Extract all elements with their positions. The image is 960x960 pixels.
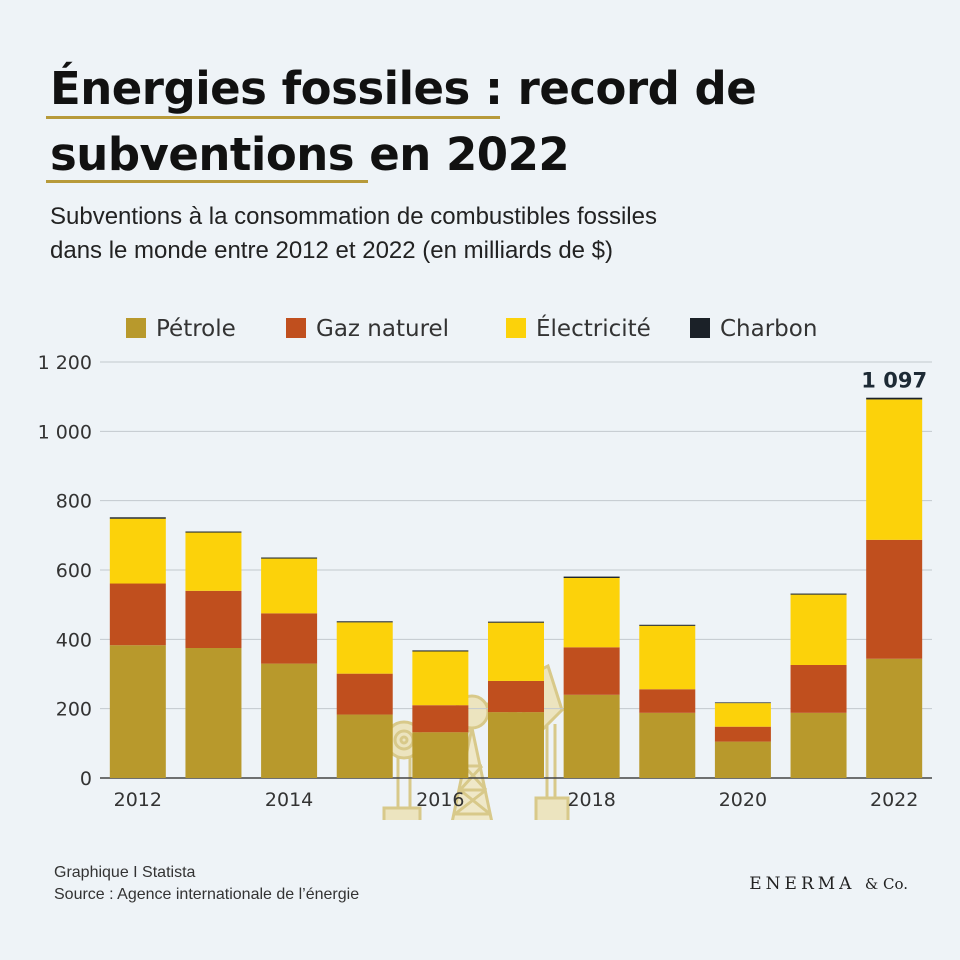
title-highlight-1: Énergies fossiles <box>50 62 470 115</box>
legend-label-petrole: Pétrole <box>156 316 236 342</box>
x-tick-label: 2018 <box>567 789 615 811</box>
footer-source-text: Source : Agence internationale de l’éner… <box>54 886 360 903</box>
bar-petrole-2020 <box>714 741 771 778</box>
y-tick-label: 800 <box>56 491 92 513</box>
legend-swatch-charbon <box>690 318 710 338</box>
bar-charbon-2022 <box>866 397 923 400</box>
x-tick-label: 2016 <box>416 789 464 811</box>
chart-title: Énergies fossiles : record de subvention… <box>50 56 910 188</box>
bar-petrole-2018 <box>563 694 620 778</box>
bar-gaz-2018 <box>563 647 620 695</box>
title-underline-1 <box>46 116 500 119</box>
legend-label-charbon: Charbon <box>720 316 817 342</box>
bar-gaz-2021 <box>790 664 847 713</box>
bar-gaz-2020 <box>714 726 771 742</box>
title-text-2: : record de <box>469 62 757 115</box>
legend-label-electricite: Électricité <box>536 314 651 342</box>
bar-electricite-2015 <box>336 622 393 674</box>
y-tick-label: 400 <box>56 629 92 651</box>
y-axis-ticks: 0 200 400 600 800 1 000 1 200 <box>38 352 92 790</box>
y-tick-label: 1 200 <box>38 352 92 374</box>
title-text-4: en 2022 <box>354 128 570 181</box>
bar-gaz-2014 <box>261 613 318 664</box>
bar-gaz-2019 <box>639 689 696 713</box>
subtitle-line-1: Subventions à la consommation de combust… <box>50 203 657 230</box>
x-tick-label: 2014 <box>265 789 313 811</box>
bar-gaz-2015 <box>336 673 393 715</box>
title-underline-2 <box>46 180 368 183</box>
oil-pumpjack-icon <box>382 663 570 820</box>
bar-petrole-2016 <box>412 732 469 778</box>
total-label-2022: 1 097 <box>861 369 927 393</box>
bar-charbon-2013 <box>185 531 242 533</box>
bar-electricite-2021 <box>790 594 847 665</box>
bar-electricite-2014 <box>261 558 318 614</box>
y-tick-label: 200 <box>56 699 92 721</box>
bar-charbon-2021 <box>790 593 847 595</box>
bar-electricite-2016 <box>412 651 469 706</box>
bar-gaz-2013 <box>185 590 242 648</box>
y-tick-label: 0 <box>80 768 92 790</box>
x-tick-label: 2012 <box>114 789 162 811</box>
bar-charbon-2012 <box>109 517 166 519</box>
subtitle-line-2: dans le monde entre 2012 et 2022 (en mil… <box>50 237 614 264</box>
brand-name: ENERMA <box>749 874 856 894</box>
annotations: 1 097 <box>861 369 927 393</box>
bar-petrole-2014 <box>261 663 318 778</box>
brand-logo: ENERMA & Co. <box>749 874 908 894</box>
bar-petrole-2013 <box>185 648 242 778</box>
bar-gaz-2016 <box>412 705 469 733</box>
bar-charbon-2020 <box>714 702 771 704</box>
stacked-bar-chart: Pétrole Gaz naturel Électricité Charbon 0 20… <box>38 314 932 820</box>
bar-charbon-2014 <box>261 557 318 559</box>
bar-electricite-2017 <box>488 622 544 681</box>
bar-gaz-2022 <box>866 539 923 659</box>
bar-electricite-2012 <box>109 518 166 584</box>
bar-charbon-2019 <box>639 624 696 626</box>
legend-swatch-petrole <box>126 318 146 338</box>
bar-gaz-2017 <box>488 680 544 713</box>
bar-charbon-2017 <box>488 621 544 623</box>
brand-suffix: & Co. <box>864 875 908 893</box>
legend: Pétrole Gaz naturel Électricité Charbon <box>126 314 817 342</box>
bar-petrole-2021 <box>790 712 847 778</box>
chart-subtitle: Subventions à la consommation de combust… <box>50 200 910 268</box>
bar-electricite-2013 <box>185 532 242 591</box>
bar-petrole-2015 <box>336 714 393 778</box>
bar-charbon-2018 <box>563 576 620 578</box>
x-tick-label: 2022 <box>870 789 918 811</box>
x-tick-label: 2020 <box>719 789 767 811</box>
x-axis-ticks: 2012 2014 2016 2018 2020 2022 <box>114 789 919 811</box>
bar-petrole-2019 <box>639 712 696 778</box>
bar-petrole-2022 <box>866 658 923 778</box>
footer-credit: Graphique I Statista <box>54 864 196 881</box>
bar-charbon-2015 <box>336 621 393 623</box>
bar-electricite-2018 <box>563 577 620 648</box>
title-highlight-2: subventions <box>50 128 355 181</box>
y-tick-label: 1 000 <box>38 421 92 443</box>
bars <box>109 397 923 778</box>
legend-swatch-electricite <box>506 318 526 338</box>
bar-electricite-2019 <box>639 625 696 690</box>
bar-electricite-2020 <box>714 703 771 727</box>
legend-label-gaz: Gaz naturel <box>316 316 449 342</box>
bar-petrole-2017 <box>488 712 544 778</box>
bar-petrole-2012 <box>109 645 166 778</box>
footer-source: Graphique I Statista Source : Agence int… <box>54 862 359 906</box>
legend-swatch-gaz <box>286 318 306 338</box>
bar-charbon-2016 <box>412 650 469 652</box>
bar-electricite-2022 <box>866 399 923 540</box>
bar-gaz-2012 <box>109 583 166 646</box>
y-tick-label: 600 <box>56 560 92 582</box>
